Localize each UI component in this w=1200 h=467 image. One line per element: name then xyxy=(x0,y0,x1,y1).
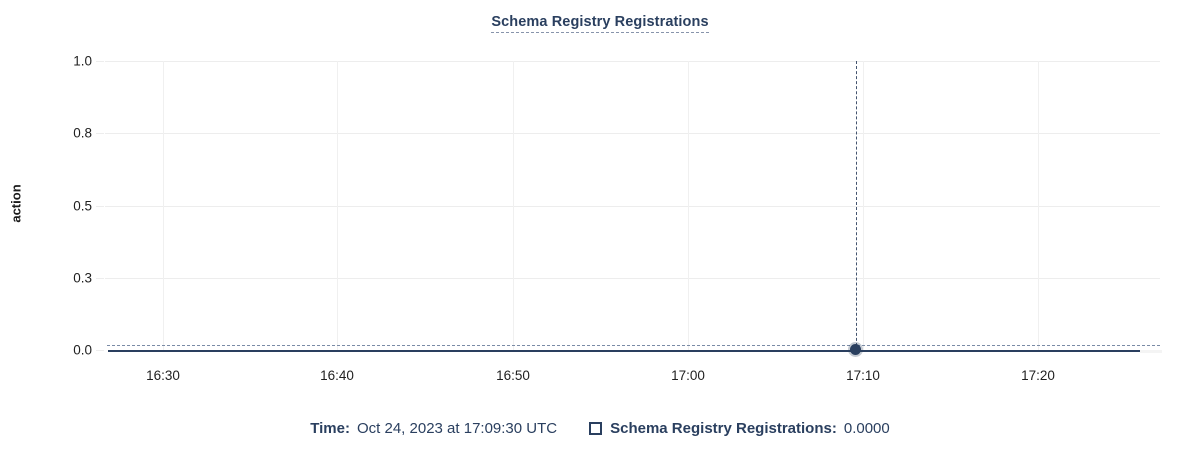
legend-swatch-icon[interactable] xyxy=(589,422,603,435)
gridline-horizontal xyxy=(105,206,1160,207)
series-line-schema-registry-registrations xyxy=(108,350,1140,353)
chart-title-text: Schema Registry Registrations xyxy=(491,14,709,33)
y-tick-mark xyxy=(96,350,104,351)
y-tick-mark xyxy=(96,206,104,207)
gridline-horizontal xyxy=(105,61,1160,62)
hover-time-group: Time: Oct 24, 2023 at 17:09:30 UTC xyxy=(310,420,557,437)
y-axis-title: action xyxy=(8,184,24,223)
gridline-vertical xyxy=(863,61,864,351)
y-tick-mark xyxy=(96,278,104,279)
gridline-horizontal xyxy=(105,278,1160,279)
x-tick-label-6: 17:20 xyxy=(1021,368,1055,383)
gridline-vertical xyxy=(337,61,338,351)
y-tick-label-1: 1.0 xyxy=(73,53,92,69)
y-tick-label-4: 0.3 xyxy=(73,270,92,286)
hover-point-marker[interactable] xyxy=(850,344,861,355)
x-tick-label-2: 16:40 xyxy=(320,368,354,383)
series-line-tail xyxy=(1140,350,1162,353)
y-tick-mark xyxy=(96,133,104,134)
y-tick-label-5: 0.0 xyxy=(73,342,92,358)
hover-time-value: Oct 24, 2023 at 17:09:30 UTC xyxy=(356,420,558,437)
gridline-horizontal xyxy=(105,133,1160,134)
x-tick-label-4: 17:00 xyxy=(671,368,705,383)
hover-time-label: Time: xyxy=(310,420,350,437)
hover-series-label: Schema Registry Registrations: xyxy=(610,420,837,437)
chart-title: Schema Registry Registrations xyxy=(0,14,1200,33)
x-tick-label-3: 16:50 xyxy=(496,368,530,383)
y-tick-label-2: 0.8 xyxy=(73,125,92,141)
x-tick-label-1: 16:30 xyxy=(146,368,180,383)
gridline-vertical xyxy=(163,61,164,351)
gridline-vertical xyxy=(688,61,689,351)
zero-reference-line xyxy=(107,345,1160,346)
hover-series-group[interactable]: Schema Registry Registrations: 0.0000 xyxy=(589,420,890,437)
crosshair-vertical-line xyxy=(856,61,857,351)
x-tick-label-5: 17:10 xyxy=(846,368,880,383)
hover-readout-footer: Time: Oct 24, 2023 at 17:09:30 UTC Schem… xyxy=(0,420,1200,437)
hover-series-value: 0.0000 xyxy=(843,420,890,437)
plot-area[interactable] xyxy=(105,61,1162,355)
gridline-vertical xyxy=(513,61,514,351)
y-tick-mark xyxy=(96,61,104,62)
gridline-vertical xyxy=(1038,61,1039,351)
y-tick-label-3: 0.5 xyxy=(73,198,92,214)
